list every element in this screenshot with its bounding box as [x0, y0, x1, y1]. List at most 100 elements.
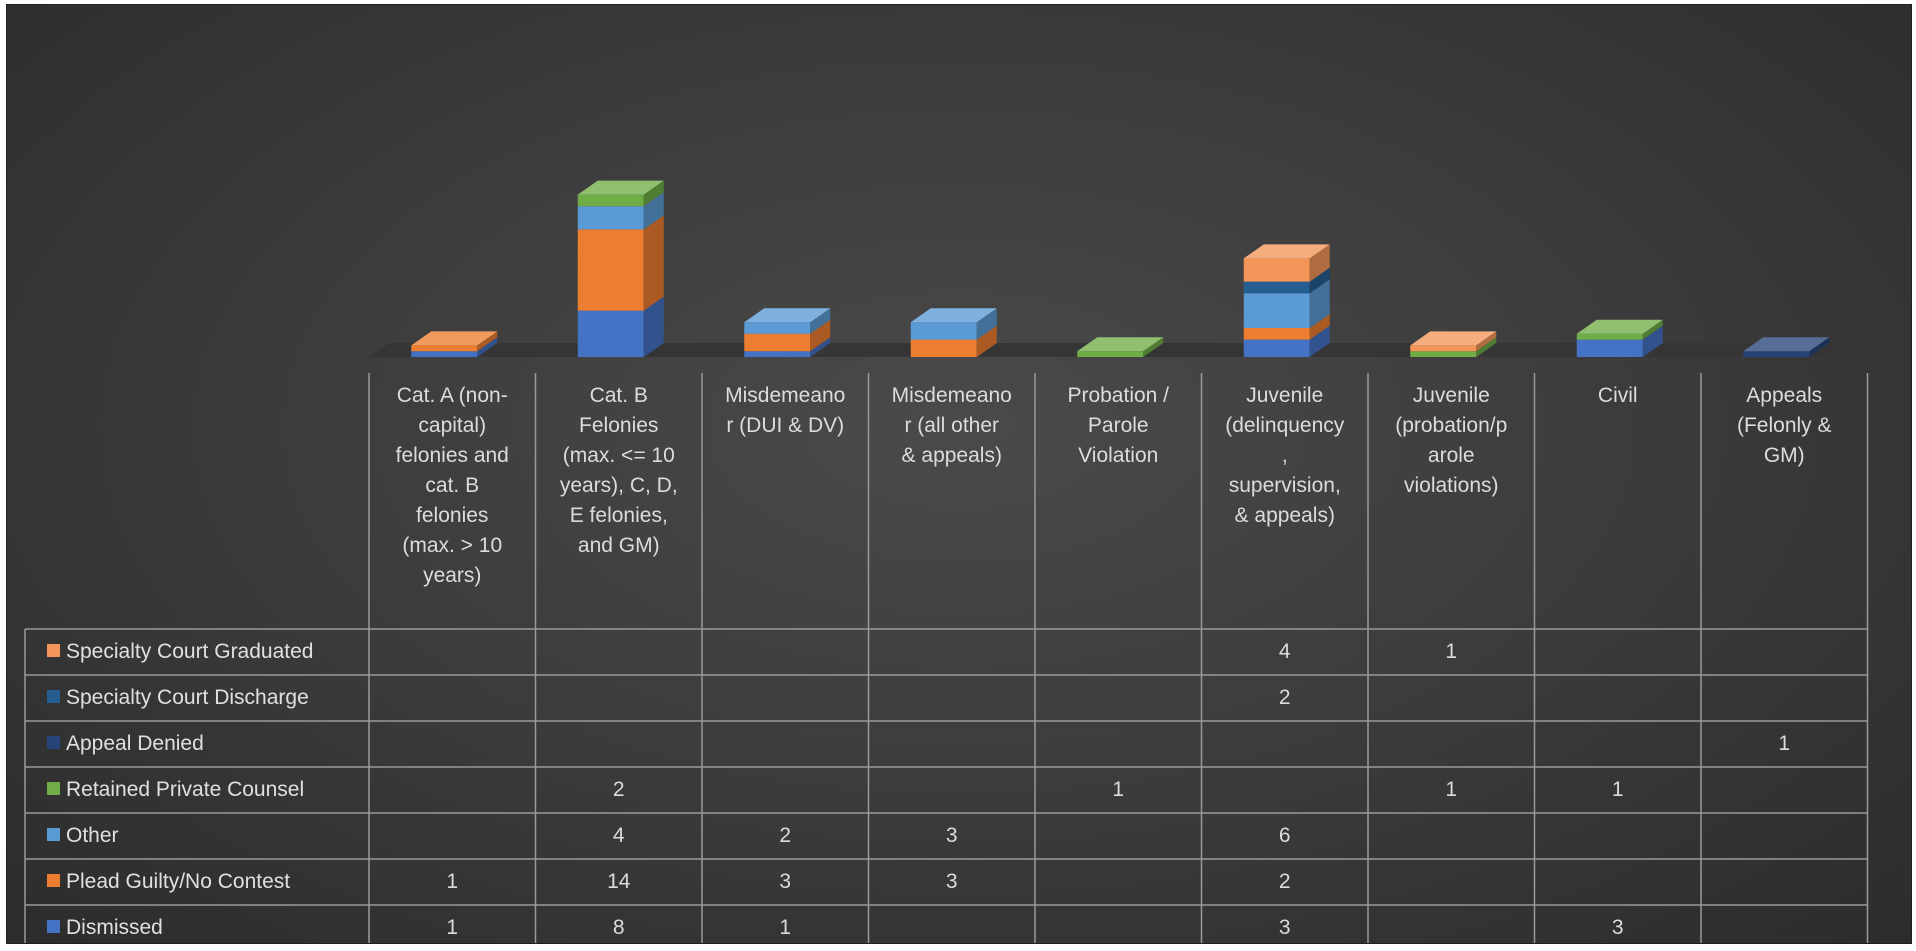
bar-stack-8 [1576, 319, 1663, 357]
bar-retained-private-counsel-7-side [1476, 337, 1497, 357]
bar-stack-6 [1243, 244, 1330, 357]
data-label: 3 [779, 870, 792, 893]
bar-specialty-court-graduated-6 [1243, 258, 1310, 282]
data-label: 3 [1278, 916, 1291, 939]
bar-stack-7 [1410, 331, 1497, 357]
series-name: Retained Private Counsel [66, 778, 305, 801]
bar-plead-guilty-no-contest-2 [577, 229, 644, 311]
bar-retained-private-counsel-5 [1077, 351, 1144, 357]
data-label: 1 [1445, 640, 1458, 663]
data-label: 3 [945, 824, 958, 847]
stacked-bar-chart [24, 180, 1888, 943]
series-name: Plead Guilty/No Contest [66, 870, 291, 893]
bar-dismissed-1-side [477, 337, 498, 357]
bar-plead-guilty-no-contest-2-side [643, 215, 664, 311]
bar-stack-9 [1743, 337, 1830, 357]
bar-appeal-denied-9 [1743, 351, 1810, 357]
bar-dismissed-3 [744, 351, 811, 357]
data-label: 4 [1278, 640, 1291, 663]
bar-other-6-side [1309, 279, 1330, 328]
bar-retained-private-counsel-8-top [1576, 319, 1663, 334]
bar-plead-guilty-no-contest-1 [411, 345, 478, 352]
bar-dismissed-2-side [643, 296, 664, 357]
legend-row-other: Other [47, 813, 119, 859]
series-name: Other [66, 824, 119, 847]
bar-specialty-court-graduated-6-top [1243, 244, 1330, 259]
bar-stack-5 [1077, 337, 1164, 357]
chart-frame: Cat. A (non- capital) felonies and cat. … [6, 4, 1912, 944]
bar-other-6 [1243, 293, 1310, 328]
bar-dismissed-8-side [1642, 325, 1663, 357]
category-label: Cat. B Felonies (max. <= 10 years), C, D… [559, 384, 678, 557]
category-label: Misdemeano r (all other & appeals) [891, 384, 1012, 467]
category-label: Civil [1597, 384, 1638, 407]
bar-specialty-court-graduated-7-top [1410, 331, 1497, 346]
bar-stack-3 [744, 308, 831, 357]
legend-row-plead-guilty-no-contest: Plead Guilty/No Contest [47, 859, 290, 905]
bar-retained-private-counsel-5-side [1143, 337, 1164, 357]
bar-retained-private-counsel-2-top [577, 180, 664, 195]
data-label: 1 [1611, 778, 1624, 801]
data-label: 2 [1278, 870, 1291, 893]
category-label: Juvenile (probation/p arole violations) [1395, 384, 1508, 497]
bar-dismissed-2 [577, 310, 644, 357]
bar-retained-private-counsel-8-side [1642, 319, 1663, 340]
legend-row-specialty-court-discharge: Specialty Court Discharge [47, 675, 309, 721]
series-name: Dismissed [66, 916, 163, 939]
bar-stacks [411, 180, 1830, 357]
bar-plead-guilty-no-contest-3 [744, 333, 811, 352]
legend-key [47, 781, 60, 795]
category-label: Appeals (Felonly & GM) [1736, 384, 1832, 467]
series-name: Specialty Court Graduated [66, 640, 314, 663]
bar-other-2-side [643, 192, 664, 230]
legend-key [47, 827, 60, 841]
bar-other-2 [577, 206, 644, 230]
legend-key [47, 735, 60, 749]
bar-specialty-court-graduated-7-side [1476, 331, 1497, 352]
legend-key [47, 873, 60, 887]
series-name: Specialty Court Discharge [66, 686, 309, 709]
legend-key [47, 643, 60, 657]
bar-specialty-court-graduated-7 [1410, 345, 1477, 352]
data-label: 1 [446, 870, 459, 893]
legend-key [47, 919, 60, 933]
bar-other-4-top [910, 308, 997, 323]
data-table-grid [24, 373, 1869, 943]
legend-key [47, 689, 60, 703]
data-label: 2 [1278, 686, 1291, 709]
legend-row-appeal-denied: Appeal Denied [47, 721, 204, 767]
category-label: Juvenile (delinquency , supervision, & a… [1225, 384, 1345, 527]
bar-other-4-side [976, 308, 997, 340]
data-label: 8 [612, 916, 625, 939]
bar-retained-private-counsel-2 [577, 194, 644, 207]
category-label: Misdemeano r (DUI & DV) [725, 384, 846, 437]
bar-plead-guilty-no-contest-3-side [810, 319, 831, 352]
bar-appeal-denied-9-top [1743, 337, 1830, 352]
bar-other-3 [744, 322, 811, 334]
bar-specialty-court-discharge-6-side [1309, 267, 1330, 294]
data-label: 2 [612, 778, 625, 801]
series-name: Appeal Denied [66, 732, 204, 755]
bar-retained-private-counsel-2-side [643, 180, 664, 207]
legend-row-dismissed: Dismissed [47, 905, 163, 951]
bar-plead-guilty-no-contest-1-top [411, 331, 498, 346]
bar-dismissed-6-side [1309, 325, 1330, 357]
bar-appeal-denied-9-side [1809, 337, 1830, 357]
bar-plead-guilty-no-contest-6 [1243, 328, 1310, 340]
data-label: 1 [446, 916, 459, 939]
bar-plead-guilty-no-contest-1-side [477, 331, 498, 352]
bar-other-3-side [810, 308, 831, 334]
category-label: Cat. A (non- capital) felonies and cat. … [395, 384, 509, 587]
bar-plead-guilty-no-contest-6-side [1309, 314, 1330, 340]
bar-plead-guilty-no-contest-4-side [976, 325, 997, 357]
data-label: 1 [1112, 778, 1125, 801]
data-label: 1 [779, 916, 792, 939]
bar-stack-4 [910, 308, 997, 357]
bar-dismissed-1 [411, 351, 478, 357]
bar-dismissed-3-side [810, 337, 831, 357]
bar-plead-guilty-no-contest-4 [910, 339, 977, 357]
data-label: 3 [1611, 916, 1624, 939]
data-label: 6 [1278, 824, 1291, 847]
category-label: Probation / Parole Violation [1067, 384, 1170, 467]
bar-retained-private-counsel-7 [1410, 351, 1477, 357]
